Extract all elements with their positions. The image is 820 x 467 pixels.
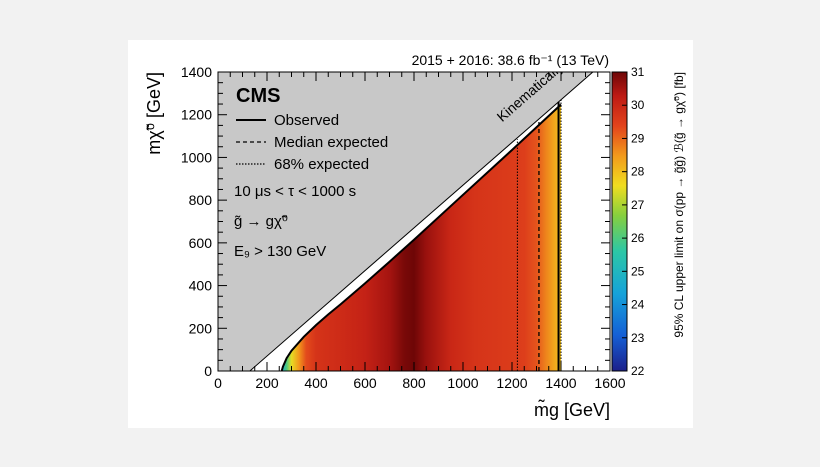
colorbar-tick-label: 29 (631, 131, 645, 145)
x-tick-label: 800 (402, 375, 426, 391)
figure-panel: 2015 + 2016: 38.6 fb⁻¹ (13 TeV) Kinemati… (128, 40, 693, 428)
experiment-label: CMS (236, 85, 280, 107)
colorbar-tick-label: 26 (631, 231, 645, 245)
colorbar-tick-label: 23 (631, 331, 645, 345)
y-tick-label: 1000 (181, 149, 212, 165)
y-tick-label: 400 (189, 278, 213, 294)
legend-label: Median expected (274, 134, 388, 151)
limit-heat-region (281, 104, 561, 371)
colorbar-tick-label: 24 (631, 298, 645, 312)
header-label: 2015 + 2016: 38.6 fb⁻¹ (13 TeV) (412, 52, 609, 68)
y-tick-label: 800 (189, 192, 213, 208)
x-tick-label: 200 (255, 375, 279, 391)
forbidden-region (218, 72, 610, 371)
x-axis-label: m̃g [GeV] (534, 399, 610, 420)
colorbar-scale (611, 71, 628, 372)
x-tick-label: 1200 (496, 375, 527, 391)
annotation-text: 10 μs < τ < 1000 s (234, 183, 356, 200)
forbidden-boundary-line (249, 72, 594, 371)
annotation-text: g̃ → gχ̃⁰ (234, 213, 288, 230)
y-tick-label: 1200 (181, 107, 212, 123)
y-tick-label: 0 (204, 363, 212, 379)
x-tick-label: 1000 (447, 375, 478, 391)
y-tick-label: 600 (189, 235, 213, 251)
colorbar-tick-label: 30 (631, 98, 645, 112)
legend-label: Observed (274, 112, 339, 129)
x-tick-label: 1400 (545, 375, 576, 391)
annotation-text: E₉ > 130 GeV (234, 243, 326, 260)
colorbar-tick-label: 31 (631, 65, 645, 79)
y-tick-label: 1400 (181, 64, 212, 80)
x-tick-label: 1600 (594, 375, 625, 391)
x-tick-label: 400 (304, 375, 328, 391)
x-tick-label: 0 (214, 375, 222, 391)
colorbar-tick-label: 27 (631, 198, 645, 212)
colorbar-tick-label: 22 (631, 364, 645, 378)
y-tick-label: 200 (189, 320, 213, 336)
valid-region-boundary (280, 103, 562, 371)
limit-heatmap-chart: 2015 + 2016: 38.6 fb⁻¹ (13 TeV) Kinemati… (144, 52, 686, 420)
x-tick-label: 600 (353, 375, 377, 391)
y-axis-label: mχ̃⁰ [GeV] (144, 72, 164, 155)
colorbar-tick-label: 25 (631, 264, 645, 278)
colorbar-tick-label: 28 (631, 165, 645, 179)
colorbar-label: 95% CL upper limit on σ(pp → g̃g̃) ℬ(g̃ … (672, 72, 686, 338)
legend-label: 68% expected (274, 156, 369, 173)
